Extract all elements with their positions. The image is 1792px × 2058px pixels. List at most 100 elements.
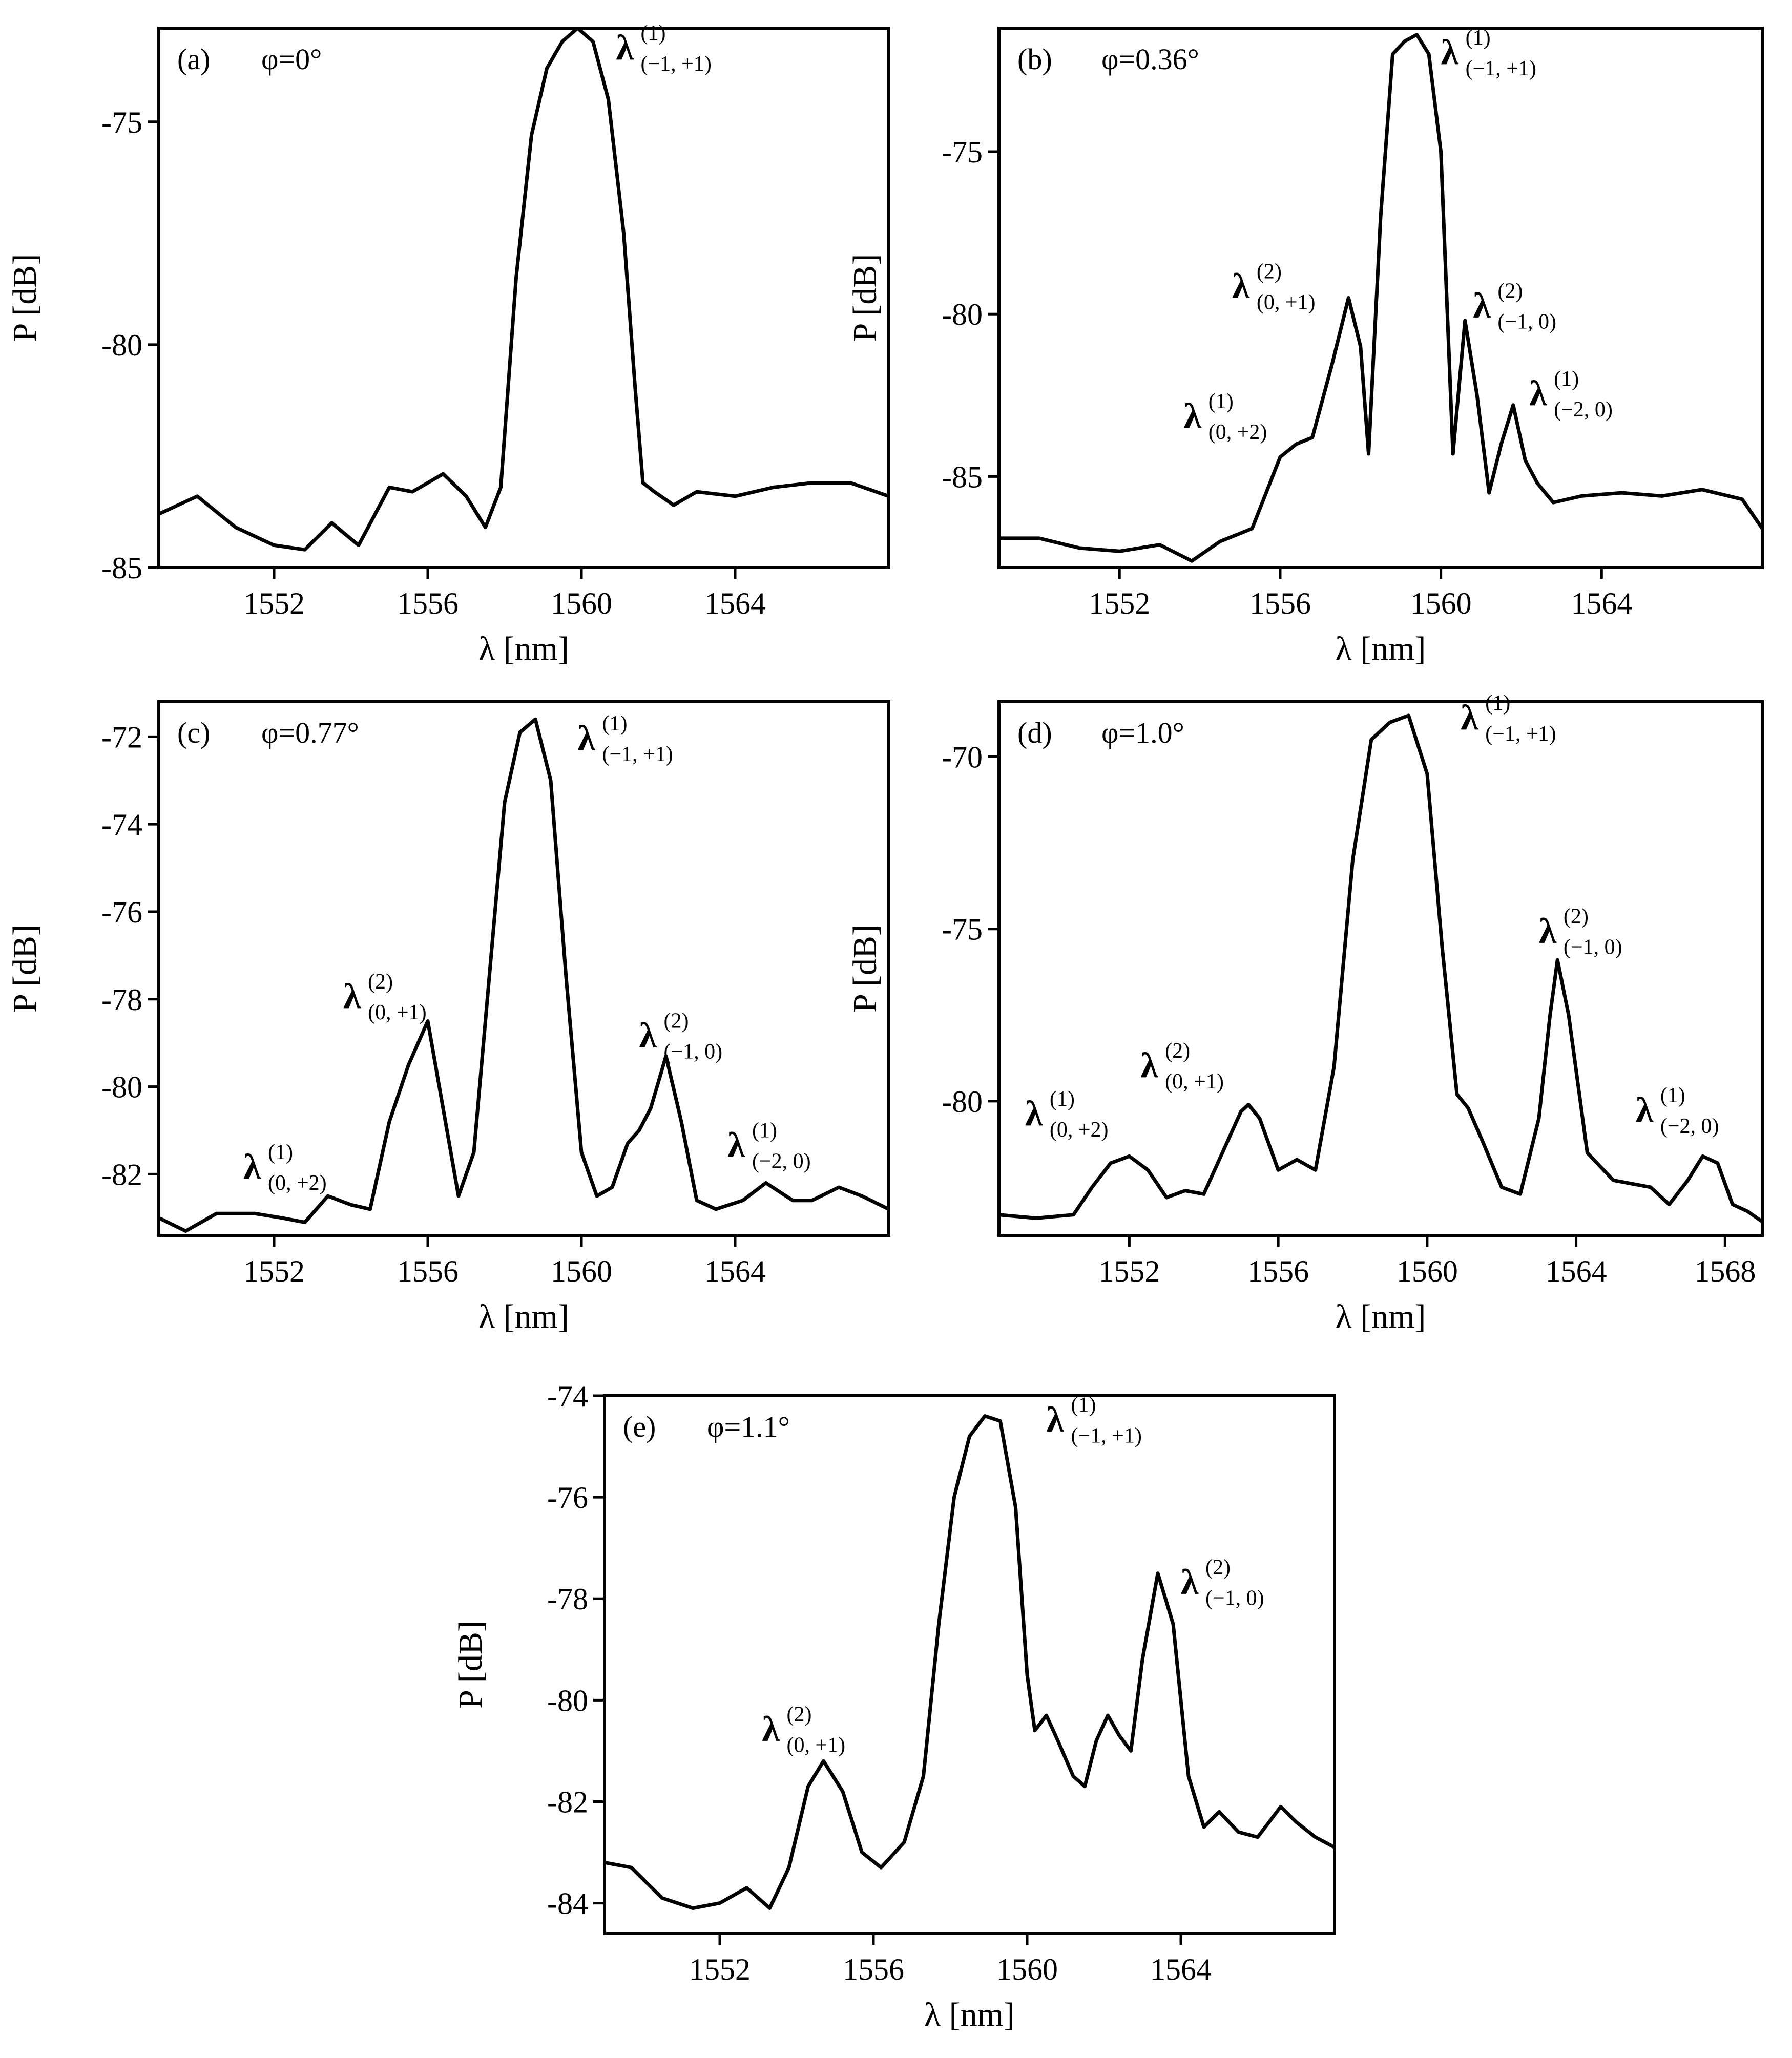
lambda-subscript: (−2, 0)	[1554, 398, 1613, 422]
panel-b: 1552 1556 1560 1564 -75 -80 -85 λ [nm] P [dB] (b)…	[846, 26, 1764, 667]
y-tick-label: -72	[101, 720, 142, 754]
lambda-symbol: λ	[1140, 1046, 1158, 1085]
y-axis-title: P [dB]	[6, 925, 44, 1013]
lambda-superscript: (2)	[368, 970, 393, 994]
lambda-symbol: λ	[1529, 374, 1547, 413]
lambda-symbol: λ	[639, 1016, 657, 1056]
spectrum-trace-e	[605, 1414, 1335, 1910]
y-axis-title: P [dB]	[6, 254, 44, 342]
spectrum-trace-b	[999, 33, 1762, 563]
x-tick-label: 1552	[1089, 586, 1150, 620]
x-tick-label: 1560	[1410, 586, 1472, 620]
spectrum-trace-c	[159, 717, 889, 1233]
x-tick-label: 1556	[397, 586, 459, 620]
lambda-subscript: (0, +1)	[368, 1001, 427, 1024]
x-tick-label: 1564	[704, 1254, 766, 1288]
lambda-symbol: λ	[578, 719, 596, 758]
y-tick-label: -80	[101, 328, 142, 362]
x-tick-label: 1564	[704, 586, 766, 620]
x-tick-label: 1560	[1397, 1254, 1458, 1288]
lambda-superscript: (2)	[1497, 280, 1523, 303]
x-axis-title: λ [nm]	[1336, 630, 1426, 667]
y-tick-label: -80	[942, 1085, 983, 1119]
lambda-subscript: (−1, 0)	[1205, 1586, 1264, 1610]
lambda-symbol: λ	[1232, 267, 1250, 306]
peak-annotation-red: λ (1)(−1, +1)	[616, 22, 712, 76]
x-tick-label: 1568	[1694, 1254, 1756, 1288]
lambda-superscript: (1)	[602, 712, 628, 736]
plot-frame-c	[157, 700, 890, 1237]
lambda-symbol: λ	[1461, 698, 1478, 738]
lambda-subscript: (0, +2)	[1208, 421, 1267, 444]
x-tick-label: 1556	[843, 1952, 904, 1986]
peak-annotation-red: λ (1)(−1, +1)	[578, 712, 673, 766]
lambda-subscript: (0, +2)	[268, 1171, 327, 1195]
x-axis-title: λ [nm]	[478, 630, 569, 667]
lambda-subscript: (−2, 0)	[1660, 1115, 1719, 1138]
panel-d: 1552 1556 1560 1564 1568 -70 -75 -80 λ [nm] P [dB…	[846, 691, 1764, 1335]
plot-frame-a	[157, 27, 890, 569]
y-tick-label: -80	[101, 1070, 142, 1104]
lambda-superscript: (1)	[1466, 26, 1491, 50]
lambda-subscript: (0, +1)	[787, 1734, 846, 1757]
y-tick-label: -75	[942, 913, 983, 947]
lambda-superscript: (1)	[1660, 1084, 1685, 1107]
y-tick-label: -76	[547, 1481, 588, 1515]
peak-annotation-red: λ (1)(−1, +1)	[1441, 26, 1536, 80]
x-tick-label: 1564	[1150, 1952, 1212, 1986]
lambda-symbol: λ	[1047, 1400, 1065, 1439]
y-tick-label: -85	[942, 460, 983, 494]
y-axis-title: P [dB]	[452, 1621, 489, 1709]
plot-frame-b	[997, 27, 1764, 569]
lambda-subscript: (0, +1)	[1165, 1070, 1224, 1094]
lambda-subscript: (−1, +1)	[1485, 722, 1556, 746]
lambda-symbol: λ	[343, 977, 361, 1016]
peak-annotation-black: λ (2) (0, +1)	[343, 970, 427, 1024]
x-tick-label: 1556	[1247, 1254, 1309, 1288]
lambda-superscript: (2)	[1257, 260, 1282, 284]
x-tick-label: 1560	[551, 586, 612, 620]
lambda-superscript: (1)	[752, 1119, 777, 1142]
x-tick-label: 1552	[243, 586, 305, 620]
x-tick-label: 1556	[397, 1254, 459, 1288]
panel-e: 1552 1556 1560 1564 -74 -76 -78 -80 -82 -84 λ [nm]…	[452, 1379, 1336, 2033]
lambda-subscript: (−1, +1)	[1466, 57, 1536, 80]
peak-annotation-teal: λ (1) (0, +2)	[243, 1141, 327, 1195]
lambda-symbol: λ	[1184, 396, 1202, 436]
y-tick-label: -75	[101, 106, 142, 139]
y-tick-label: -70	[942, 741, 983, 774]
lambda-symbol: λ	[1025, 1094, 1043, 1133]
y-tick-label: -78	[101, 983, 142, 1017]
y-tick-label: -84	[547, 1887, 588, 1921]
phi-label: φ=0.36°	[1101, 43, 1199, 76]
y-tick-label: -80	[547, 1684, 588, 1717]
lambda-superscript: (2)	[1564, 905, 1589, 929]
y-axis-title: P [dB]	[846, 925, 884, 1013]
x-tick-label: 1552	[689, 1952, 751, 1986]
lambda-superscript: (2)	[664, 1010, 689, 1033]
x-tick-label: 1564	[1546, 1254, 1607, 1288]
peak-annotation-blue: λ (2) (−1, 0)	[1539, 905, 1622, 959]
peak-annotation-black: λ (2) (0, +1)	[1232, 260, 1316, 314]
panel-tag: (a)	[177, 43, 210, 76]
lambda-superscript: (1)	[1554, 367, 1579, 391]
lambda-subscript: (0, +2)	[1050, 1118, 1109, 1142]
x-axis-title: λ [nm]	[1336, 1298, 1426, 1335]
y-tick-label: -80	[942, 298, 983, 331]
spectrum-trace-d	[999, 713, 1762, 1224]
y-tick-label: -85	[101, 551, 142, 585]
lambda-superscript: (1)	[1071, 1393, 1096, 1417]
y-tick-label: -76	[101, 895, 142, 929]
lambda-symbol: λ	[762, 1710, 780, 1749]
y-tick-label: -82	[547, 1785, 588, 1819]
x-tick-label: 1552	[1098, 1254, 1160, 1288]
panel-a: 1552 1556 1560 1564 -75 -80 -85 λ [nm] P [dB] (a)…	[6, 22, 890, 667]
peak-annotation-green: λ (1) (−2, 0)	[1529, 367, 1613, 422]
panel-c: 1552 1556 1560 1564 -72 -74 -76 -78 -80 -82 λ [nm]…	[6, 700, 890, 1335]
x-tick-label: 1552	[243, 1254, 305, 1288]
lambda-superscript: (2)	[787, 1703, 812, 1727]
spectrum-trace-a	[159, 28, 889, 552]
phi-label: φ=0.77°	[261, 716, 359, 749]
lambda-subscript: (−2, 0)	[752, 1149, 811, 1173]
